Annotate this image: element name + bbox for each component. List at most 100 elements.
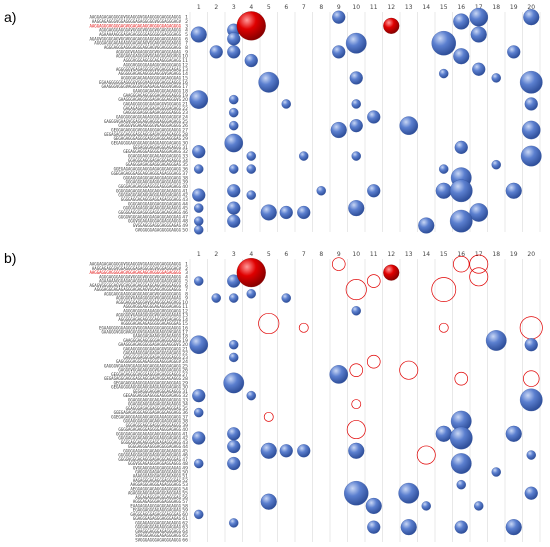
sequence-label: GGGGAGAGAGGGAGGGGAGGGAGAGG [118,427,181,432]
open-circle-marker [399,360,419,380]
blue-bubble [227,214,241,228]
blue-bubble [474,501,484,511]
open-circle-marker [346,420,366,440]
sequence-label: GEGAGGGGAGGGGAGGGAGGAGGGAGAGG [111,385,181,390]
y-tick-label: 38 [182,419,188,425]
sequence-label: GGGAGGGAGGGAGGGAGGGAGGG [126,423,182,428]
y-tick-label: 25 [182,119,188,125]
sequence-label: AGAGVGGGGGAGVGGVGGAGAGGGAGGAGGAGGGAGGG [89,36,181,41]
y-tick-label: 47 [182,214,188,220]
y-tick-label: 52 [182,478,188,484]
sequence-label: GAAGGGAGAGGGGGAGAGGGAGGGVG [118,97,181,102]
sequence-label: GGGGGAGAGGGAGAGGGGAGAGGG [123,206,181,211]
sequence-label: GAAGGGAGAGGGGGAGAGGGAGGG [123,93,181,98]
blue-bubble [194,216,204,226]
sequence-label: GGGGGAGGGAGGGGAGGGAGAGGAGG [118,210,181,215]
y-tick-label: 38 [182,175,188,181]
y-tick-label: 23 [182,355,188,361]
y-tick-label: 41 [182,188,188,194]
blue-bubble [260,442,277,459]
sequence-label: GGGGAGGAGAGGGAGGAGAGGGAGG [121,440,182,445]
blue-bubble [227,45,241,59]
sequence-label: AAAGGGAGGGAGGGAGAGGG [133,474,182,479]
red-bubble [236,258,266,288]
blue-bubble [192,389,206,403]
sequence-label: GGGGAGGGAGAGGAGGGAGGGAGAGG [118,193,181,198]
sequence-label: AGAGGGAGGGAGAGGGAGGGAG [128,491,182,496]
sequence-label: GGEGAGAGGGAGGAGGAGGGAGAGGGAGG [111,171,181,176]
sequence-label: GGGGAGGAGAGGGAGGAGAGGGAGG [121,197,182,202]
panel-a-x-ticks: 1 2 3 4 5 6 7 8 9 10 11 12 13 14 15 16 17 18 19 20 [197,4,535,11]
x-tick-label: 14 [422,251,430,258]
y-tick-label: 5 [185,32,188,38]
y-tick-label: 4 [185,274,188,280]
y-tick-label: 26 [182,123,188,129]
y-tick-label: 25 [182,363,188,369]
y-tick-label: 48 [182,461,188,467]
panel-b-y-ticks: 1234567891011121314151617181920212223242… [182,262,188,544]
blue-bubble [279,444,293,458]
sequence-label: AAGGAGAGGGVGGAGGGGAGAGGGGGVGGGAGGGAGV [92,266,182,271]
x-tick-label: 12 [387,4,395,11]
open-circle-marker [416,445,436,465]
y-tick-label: 10 [182,54,188,60]
y-tick-label: 1 [185,262,188,268]
blue-bubble [332,10,346,24]
sequence-label: AGGGAGGGAGGGAVGGGGVGGGGVGGAGGGAGGG [99,274,181,279]
sequence-label: AGGGAGGGAGGGAVGGGGVGGGGVGGAGGGAGGG [99,28,181,33]
y-tick-label: 51 [182,474,188,480]
sequence-label: GAGGGAGGGAGAGGGAGGGAG [130,512,181,517]
y-tick-label: 43 [182,440,188,446]
x-tick-label: 10 [352,4,360,11]
blue-bubble [524,97,538,111]
blue-bubble [227,427,241,441]
blue-bubble [194,203,204,213]
y-tick-label: 31 [182,389,188,395]
x-tick-label: 8 [319,4,323,11]
sequence-label: GEGGAGAGGGGVGGGAGGGAGAGGGAGGG [111,128,181,133]
y-tick-label: 22 [182,106,188,112]
sequence-label: GAAGGGVGGGVAGGGGVGGAGAGGAGGGVGAGG [102,84,182,89]
y-tick-label: 35 [182,406,188,412]
blue-bubble [345,32,367,54]
blue-bubble [329,365,349,384]
blue-bubble [470,26,487,43]
blue-bubble [227,456,241,471]
x-tick-label: 20 [527,4,535,11]
y-tick-label: 44 [182,201,188,207]
x-tick-label: 8 [319,251,323,258]
blue-bubble [244,53,258,68]
blue-bubble [421,501,431,511]
open-circle-marker [469,254,489,274]
x-tick-label: 11 [370,4,378,11]
open-circle-marker [454,371,469,386]
blue-bubble [281,293,291,303]
sequence-label: GGEGAGAGAGGGAGGGAGAGGGAGGAGG [114,410,182,415]
sequence-label: GAGAGGGGGGGGAGAGGVGGGAGG [123,101,181,106]
x-tick-label: 1 [197,251,201,258]
blue-bubble [279,205,293,220]
y-tick-label: 18 [182,88,188,94]
blue-bubble [281,99,291,109]
sequence-label: GGGGGAGAGGGAGAGGAGGGGAGAGGG [116,431,182,436]
sequence-label: EGAAGGGGGGAGGGGVGGGVAGGGGGAGGGAGGG [99,80,181,85]
sequence-label: AAGGAGAGGGVGGAGGGGAGAGGGGGVGGGAGGGAGV [92,19,182,24]
x-tick-label: 20 [527,251,535,258]
y-tick-label: 42 [182,436,188,442]
sequence-label: AGGGAGGGAGAGAGGGAGAGAGVGGAGGVGGGAGGG [94,41,181,46]
blue-bubble [332,45,346,59]
sequence-label: EGAAGGGGGGAGGGGVGGGVAGGGGGAGGGAGGG [99,325,181,330]
x-tick-label: 9 [337,251,341,258]
y-tick-label: 41 [182,431,188,437]
x-tick-label: 1 [197,4,201,11]
y-tick-label: 48 [182,219,188,225]
x-tick-label: 18 [492,251,500,258]
sequence-label: GGGGAGGGAGGGAGGGGAGAGG [128,444,182,449]
x-tick-label: 11 [370,251,378,258]
y-tick-label: 2 [185,19,188,25]
x-tick-label: 7 [302,4,306,11]
blue-bubble [246,390,256,401]
y-tick-label: 28 [182,132,188,138]
x-tick-label: 16 [457,4,465,11]
sequence-label: AGAAAAAGGGAGAGAGGGGGAGGGGGGAGGGAGG [99,32,181,37]
